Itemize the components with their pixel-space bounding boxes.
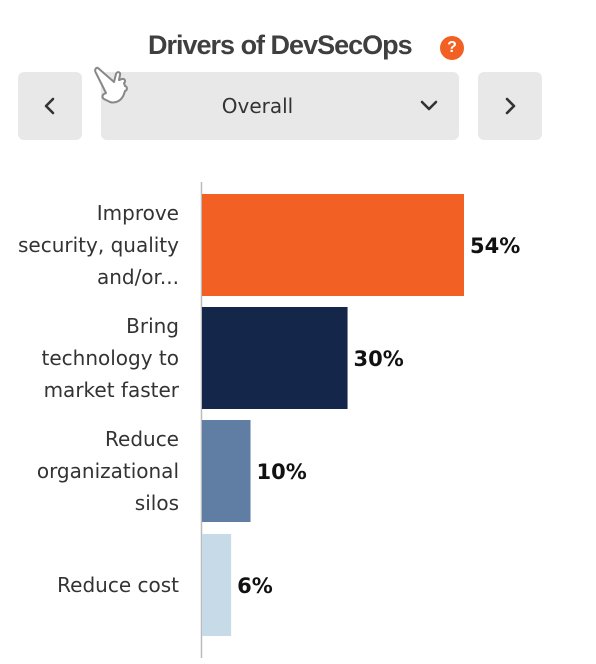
chevron-right-icon xyxy=(505,97,516,115)
help-icon[interactable]: ? xyxy=(440,36,464,60)
next-button[interactable] xyxy=(478,72,542,140)
category-label-line: and/or... xyxy=(97,265,179,289)
bar-value-label-4: 6% xyxy=(237,574,273,598)
category-label-3: Reduce organizational silos xyxy=(37,427,179,515)
bar-value-label-3: 10% xyxy=(257,460,307,484)
category-label-line: Bring xyxy=(126,314,179,338)
segment-select-value: Overall xyxy=(221,94,294,118)
bar-1[interactable] xyxy=(202,194,464,296)
category-label-line: market faster xyxy=(44,378,180,402)
category-label-line: silos xyxy=(135,491,179,515)
bar-2[interactable] xyxy=(202,307,348,409)
bar-4[interactable] xyxy=(202,534,232,636)
category-label-line: security, quality xyxy=(18,233,179,257)
category-label-line: technology to xyxy=(42,346,180,370)
category-label-line: Improve xyxy=(97,201,179,225)
bar-value-label-2: 30% xyxy=(354,347,404,371)
category-label-1: Improve security, quality and/or... xyxy=(18,201,179,289)
chevron-down-icon xyxy=(420,100,438,111)
chart-title: Drivers of DevSecOps xyxy=(148,30,413,60)
segment-select[interactable]: Overall xyxy=(101,72,459,140)
bar-value-label-1: 54% xyxy=(470,234,520,258)
bar-3[interactable] xyxy=(202,420,251,522)
previous-button[interactable] xyxy=(18,72,82,140)
category-label-4: Reduce cost xyxy=(57,573,179,597)
category-label-line: organizational xyxy=(37,459,179,483)
hand-pointer-icon xyxy=(94,66,128,104)
category-label-2: Bring technology to market faster xyxy=(42,314,180,402)
category-label-line: Reduce cost xyxy=(57,573,179,597)
chevron-left-icon xyxy=(44,97,55,115)
category-label-line: Reduce xyxy=(105,427,179,451)
